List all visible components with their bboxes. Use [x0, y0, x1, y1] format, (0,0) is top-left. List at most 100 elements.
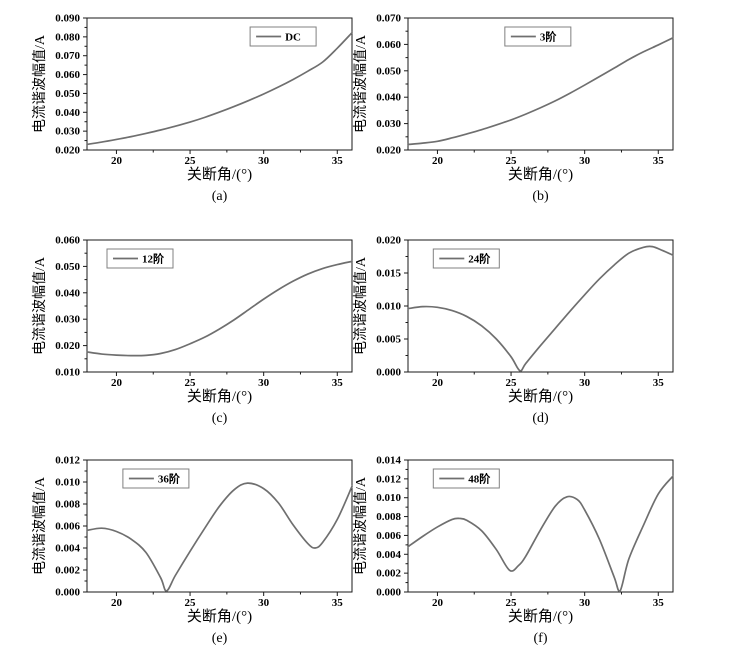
subplot-b: 0.020 0.030 0.040 0.050 0.060 0.070 20 25 30 35 电流…: [350, 10, 690, 210]
x-tick-label: 30: [258, 377, 270, 389]
legend-label: 3阶: [540, 29, 558, 43]
subplot-caption: (d): [532, 411, 549, 426]
legend: 3阶: [504, 26, 572, 47]
y-tick-label: 0.070: [55, 50, 80, 62]
y-tick-label: 0.010: [55, 367, 80, 379]
y-tick-label: 0.040: [55, 107, 80, 119]
series-line: [86, 482, 353, 592]
subplot-caption: (c): [212, 411, 228, 426]
x-tick-label: 30: [579, 155, 591, 167]
x-axis-label: 关断角/(°): [187, 608, 252, 625]
subplot-f: 0.000 0.002 0.004 0.006 0.008 0.010 0.012 0.014…: [350, 452, 690, 652]
y-tick-label: 0.002: [55, 565, 80, 577]
x-tick-label: 20: [432, 597, 444, 609]
y-tick-label: 0.012: [376, 473, 401, 485]
legend-label: 12阶: [142, 251, 165, 265]
y-tick-label: 0.020: [55, 145, 80, 157]
y-tick-label: 0.040: [376, 92, 401, 104]
subplot-c: 0.010 0.020 0.030 0.040 0.050 0.060 20 25 30 35 电流…: [29, 232, 369, 432]
y-tick-label: 0.050: [376, 65, 401, 77]
chart-svg-c: 0.010 0.020 0.030 0.040 0.050 0.060 20 25 30 35 电流…: [32, 235, 353, 426]
subplot-caption: (a): [212, 189, 228, 204]
y-tick-label: 0.000: [55, 587, 80, 599]
legend: 36阶: [122, 468, 190, 489]
y-tick-label: 0.010: [376, 492, 401, 504]
y-tick-label: 0.006: [376, 530, 401, 542]
x-tick-label: 20: [432, 377, 444, 389]
legend: 24阶: [432, 248, 500, 269]
legend-label: 36阶: [158, 471, 181, 485]
legend-label: 48阶: [468, 471, 491, 485]
x-tick-label: 20: [111, 155, 123, 167]
y-tick-label: 0.020: [376, 235, 401, 247]
y-tick-label: 0.050: [55, 88, 80, 100]
y-tick-label: 0.004: [55, 543, 80, 555]
subplot-caption: (b): [532, 189, 549, 204]
x-axis-label: 关断角/(°): [187, 166, 252, 183]
y-tick-label: 0.030: [55, 126, 80, 138]
x-axis-label: 关断角/(°): [508, 388, 573, 405]
y-tick-label: 0.010: [376, 301, 401, 313]
legend-box: [106, 248, 174, 269]
y-tick-label: 0.050: [55, 261, 80, 273]
x-tick-label: 25: [506, 597, 518, 609]
y-axis-label: 电流谐波幅值/A: [32, 256, 48, 355]
x-axis-label: 关断角/(°): [508, 608, 573, 625]
y-tick-label: 0.002: [376, 568, 401, 580]
x-tick-label: 25: [185, 377, 197, 389]
x-tick-label: 35: [332, 155, 344, 167]
subplot-caption: (f): [534, 631, 548, 646]
x-tick-label: 25: [185, 155, 197, 167]
chart-svg-d: 0.000 0.005 0.010 0.015 0.020 20 25 30 35 电流谐波幅值/…: [353, 235, 674, 426]
y-tick-label: 0.060: [55, 69, 80, 81]
x-tick-label: 35: [653, 377, 665, 389]
x-tick-label: 35: [653, 597, 665, 609]
x-tick-label: 30: [579, 377, 591, 389]
subplot-caption: (e): [212, 631, 228, 646]
y-tick-label: 0.005: [376, 334, 401, 346]
x-axis-label: 关断角/(°): [508, 166, 573, 183]
series-line: [407, 475, 674, 592]
x-tick-label: 35: [653, 155, 665, 167]
legend: 12阶: [106, 248, 174, 269]
x-tick-label: 35: [332, 377, 344, 389]
chart-svg-f: 0.000 0.002 0.004 0.006 0.008 0.010 0.012 0.014…: [353, 455, 674, 646]
x-axis-label: 关断角/(°): [187, 388, 252, 405]
y-tick-label: 0.010: [55, 477, 80, 489]
subplot-e: 0.000 0.002 0.004 0.006 0.008 0.010 0.012 20 25 3…: [29, 452, 369, 652]
y-axis-label: 电流谐波幅值/A: [32, 476, 48, 575]
y-tick-label: 0.030: [55, 314, 80, 326]
legend-box: [432, 468, 500, 489]
x-tick-label: 30: [258, 155, 270, 167]
chart-svg-b: 0.020 0.030 0.040 0.050 0.060 0.070 20 25 30 35 电流…: [353, 13, 674, 204]
y-tick-label: 0.008: [55, 499, 80, 511]
series-line: [407, 245, 674, 372]
x-tick-label: 25: [506, 377, 518, 389]
y-tick-label: 0.030: [376, 118, 401, 130]
y-tick-label: 0.080: [55, 31, 80, 43]
legend-label: 24阶: [468, 251, 491, 265]
x-tick-label: 30: [579, 597, 591, 609]
series-line: [86, 260, 353, 357]
y-tick-label: 0.015: [376, 268, 401, 280]
y-tick-label: 0.070: [376, 13, 401, 25]
legend-box: [249, 26, 317, 47]
y-tick-label: 0.090: [55, 13, 80, 25]
series-line: [86, 31, 353, 146]
legend-box: [432, 248, 500, 269]
x-tick-label: 25: [506, 155, 518, 167]
subplot-d: 0.000 0.005 0.010 0.015 0.020 20 25 30 35 电流谐波幅值/…: [350, 232, 690, 432]
y-axis-label: 电流谐波幅值/A: [353, 476, 369, 575]
legend-box: [122, 468, 190, 489]
y-tick-label: 0.012: [55, 455, 80, 467]
y-axis-label: 电流谐波幅值/A: [353, 256, 369, 355]
legend: DC: [249, 26, 317, 47]
chart-svg-a: 0.020 0.030 0.040 0.050 0.060 0.070 0.080 0.090…: [32, 13, 353, 204]
y-tick-label: 0.020: [376, 145, 401, 157]
legend-label: DC: [285, 31, 301, 43]
x-tick-label: 20: [111, 377, 123, 389]
y-axis-label: 电流谐波幅值/A: [32, 34, 48, 133]
series-line: [407, 36, 674, 146]
chart-svg-e: 0.000 0.002 0.004 0.006 0.008 0.010 0.012 20 25 3…: [32, 455, 353, 646]
y-tick-label: 0.000: [376, 367, 401, 379]
